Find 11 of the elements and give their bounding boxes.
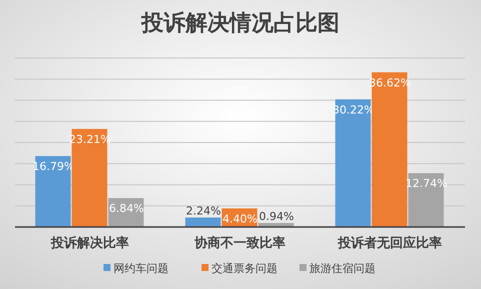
chart-title: 投诉解决情况占比图 <box>140 10 340 36</box>
data-label: 2.24% <box>186 204 221 218</box>
data-label: 4.40% <box>222 212 258 226</box>
x-tick-label: 协商不一致比率 <box>194 235 286 251</box>
data-label: 6.84% <box>109 202 144 216</box>
x-tick-label: 投诉解决比率 <box>50 235 129 251</box>
legend-label: 交通票务问题 <box>212 262 278 275</box>
x-tick-label: 投诉者无回应比率 <box>337 235 442 251</box>
legend-label: 旅游住宿问题 <box>310 262 376 275</box>
legend-label: 网约车问题 <box>114 262 168 275</box>
data-label: 0.94% <box>259 210 294 224</box>
